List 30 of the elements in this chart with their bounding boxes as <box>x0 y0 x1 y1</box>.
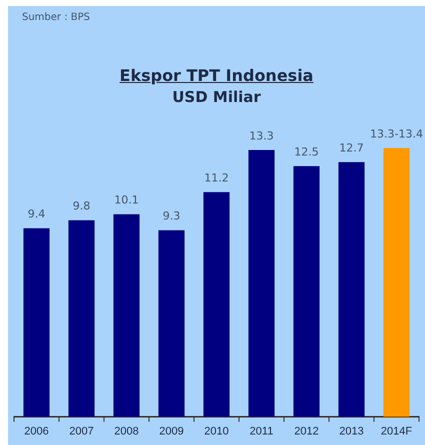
bar <box>203 192 230 417</box>
x-tick-label: 2012 <box>294 425 319 438</box>
x-tick-label: 2009 <box>159 425 184 438</box>
bar <box>158 230 185 417</box>
bar <box>383 148 410 417</box>
bar <box>23 228 50 417</box>
data-label: 10.1 <box>114 194 139 207</box>
x-tick-label: 2010 <box>204 425 229 438</box>
data-label: 13.3-13.4 <box>370 127 423 140</box>
bar <box>338 162 365 417</box>
x-tick-label: 2013 <box>339 425 364 438</box>
bar <box>68 220 95 417</box>
data-label: 11.2 <box>204 172 229 185</box>
data-label: 12.5 <box>294 145 319 158</box>
text: Sumber : BPS <box>22 12 90 23</box>
data-label: 12.7 <box>339 141 364 154</box>
x-tick-label: 2007 <box>69 425 94 438</box>
x-tick-label: 2011 <box>250 425 274 438</box>
bar <box>248 150 275 417</box>
data-label: 9.4 <box>28 208 46 221</box>
x-tick-label: 2008 <box>114 425 139 438</box>
data-label: 13.3 <box>249 129 274 142</box>
x-tick-label: 2014F <box>380 425 412 438</box>
bar <box>293 166 320 417</box>
bar <box>113 214 140 417</box>
chart-title: Ekspor TPT Indonesia <box>120 66 314 85</box>
chart-subtitle: USD Miliar <box>171 88 262 106</box>
data-label: 9.8 <box>72 200 90 213</box>
data-label: 9.3 <box>162 210 180 223</box>
x-tick-label: 2006 <box>24 425 49 438</box>
